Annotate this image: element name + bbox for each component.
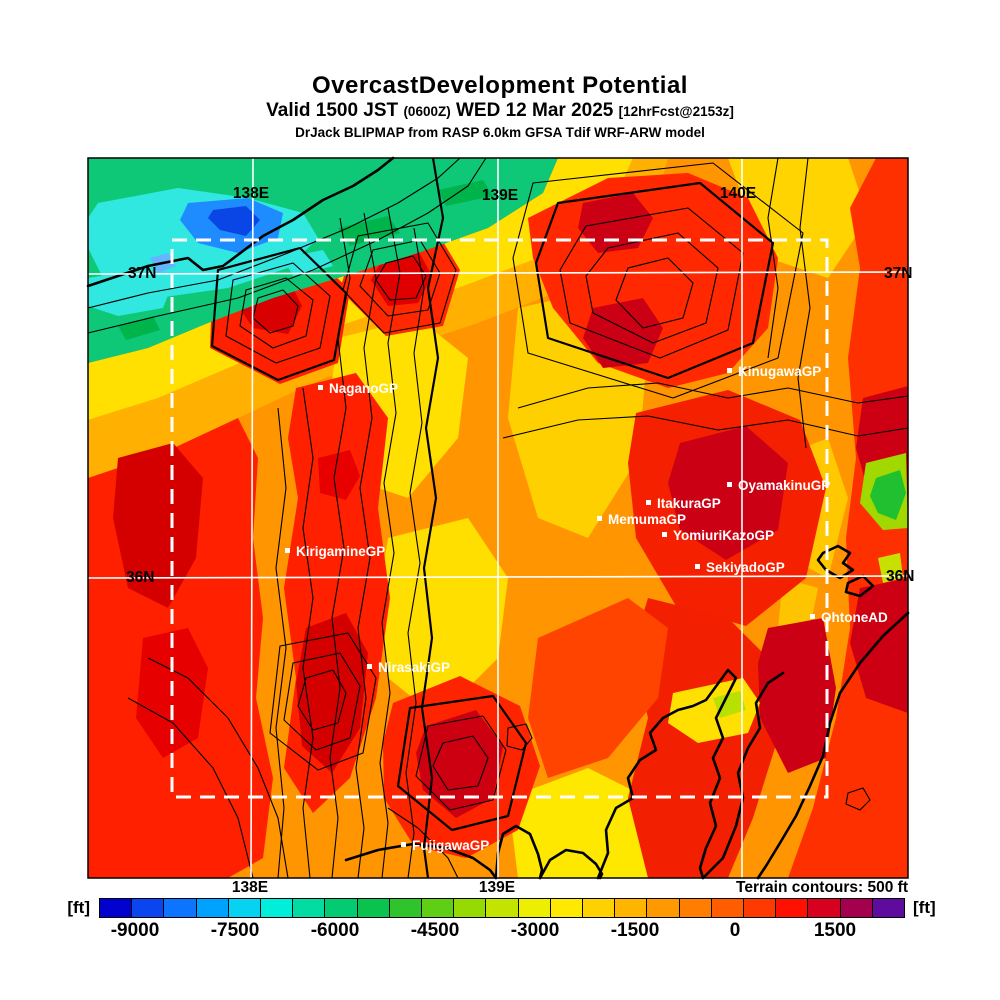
colorbar-segment (486, 899, 519, 917)
colorbar-segment (389, 899, 423, 917)
colorbar-tick-label: -3000 (510, 920, 560, 941)
graticule-layer (87, 157, 909, 879)
station-dot (285, 548, 290, 553)
colorbar-segment (196, 899, 229, 917)
colorbar-segment (583, 899, 616, 917)
grid-label: 36N (886, 568, 914, 585)
colorbar-tick-label: -6000 (310, 920, 360, 941)
station-dot (401, 842, 406, 847)
colorbar-segment (776, 899, 809, 917)
coastline-layer (86, 156, 910, 880)
station-dot (727, 368, 732, 373)
station-dot (597, 516, 602, 521)
colorbar-segment (840, 899, 873, 917)
colorbar-segment (228, 899, 262, 917)
grid-label: 138E (233, 185, 269, 202)
model-line: DrJack BLIPMAP from RASP 6.0km GFSA Tdif… (295, 125, 705, 140)
station-label: OhtoneAD (821, 610, 888, 625)
terrain-contours-note: Terrain contours: 500 ft (736, 879, 908, 896)
grid-label: 139E (482, 187, 518, 204)
colorbar-segment (872, 899, 905, 917)
stations-layer: NaganoGP KinugawaGP OyamakinuGP ItakuraGPMe… (285, 364, 888, 853)
model-domain-box (170, 238, 829, 799)
bottom-lon-label: 139E (478, 879, 516, 896)
colorbar-segment (293, 899, 326, 917)
colorbar-segment (261, 899, 294, 917)
station-label: SekiyadoGP (706, 560, 785, 575)
station-label: KinugawaGP (738, 364, 821, 379)
station-label: NirasakiGP (378, 660, 450, 675)
colorbar-segment (679, 899, 712, 917)
colorbar-segment (808, 899, 841, 917)
colorbar-segment (100, 899, 133, 917)
colorbar-unit-left: [ft] (67, 898, 90, 917)
colorbar-segment (325, 899, 358, 917)
colorbar-segment (357, 899, 390, 917)
bottom-axis-row: 138E 139E Terrain contours: 500 ft (0, 879, 1000, 897)
page-title: OvercastDevelopment Potential (312, 72, 688, 99)
colorbar-unit-right: [ft] (913, 898, 936, 917)
colorbar-tick-label: 1500 (813, 920, 857, 941)
grid-label: 37N (128, 265, 156, 282)
colorbar-segment (422, 899, 455, 917)
station-dot (695, 564, 700, 569)
grid-label: 140E (720, 185, 756, 202)
station-dot (646, 500, 651, 505)
station-dot (318, 385, 323, 390)
terrain-contours-thick-layer (210, 157, 775, 879)
colorbar-segment (550, 899, 584, 917)
grid-labels-layer: 138E 139E 140E 37N 37N 36N 36N (126, 185, 914, 586)
station-label: NaganoGP (329, 381, 398, 396)
valid-prefix: Valid 1500 JST (266, 100, 399, 121)
colorbar-segment (132, 899, 165, 917)
colorbar-tick-label: -7500 (210, 920, 260, 941)
valid-fcst: [12hrFcst@2153z] (618, 104, 734, 119)
colorbar-segment (164, 899, 197, 917)
colorbar-ticks: -9000 -7500 -6000 -4500 -3000 -1500 0 1500 (0, 920, 1000, 944)
colorbar-segment (711, 899, 745, 917)
colorbar-tick-label: -4500 (410, 920, 460, 941)
grid-label: 36N (126, 569, 154, 586)
colorbar-tick-label: -1500 (610, 920, 660, 941)
colorbar-segment (454, 899, 487, 917)
colorbar-segment (518, 899, 551, 917)
valid-utc: (0600Z) (403, 104, 451, 119)
colorbar-segment (615, 899, 648, 917)
valid-line: Valid 1500 JST (0600Z) WED 12 Mar 2025 [… (0, 100, 1000, 122)
station-label: KirigamineGP (296, 544, 385, 559)
map-canvas: 138E 139E 140E 37N 37N 36N 36N NaganoGP Kinugaw… (86, 156, 914, 880)
bottom-lon-label: 138E (231, 879, 269, 896)
colorbar-tick-label: -9000 (110, 920, 160, 941)
grid-label: 37N (884, 265, 912, 282)
colorbar-tick-label: 0 (729, 920, 741, 941)
station-dot (367, 664, 372, 669)
colorbar-swatches (99, 898, 905, 918)
station-dot (662, 532, 667, 537)
map: 138E 139E 140E 37N 37N 36N 36N NaganoGP Kinugaw… (86, 156, 914, 880)
station-dot (727, 482, 732, 487)
colorbar-segment (744, 899, 777, 917)
station-label: FujigawaGP (412, 838, 489, 853)
station-label: OyamakinuGP (738, 478, 830, 493)
station-label: ItakuraGP (657, 496, 721, 511)
valid-date: WED 12 Mar 2025 (456, 100, 614, 121)
map-border (87, 157, 909, 879)
station-dot (810, 614, 815, 619)
station-label: MemumaGP (608, 512, 686, 527)
station-label: YomiuriKazoGP (673, 528, 774, 543)
colorbar-segment (647, 899, 680, 917)
